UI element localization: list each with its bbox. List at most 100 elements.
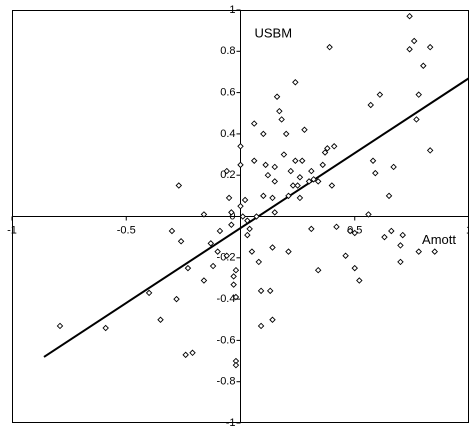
point [232,361,240,369]
point [257,322,265,330]
point [310,176,317,183]
point [301,126,308,134]
point [237,143,244,150]
x-axis-label: Amott [422,232,456,247]
point [248,248,256,255]
point [214,248,221,255]
point [289,182,297,189]
point [390,163,397,171]
point [328,182,336,189]
point [175,182,183,189]
point [431,248,438,255]
y-tick-label: 0 [229,210,235,222]
point [367,101,374,109]
point [269,194,276,202]
point [296,174,304,181]
y-tick-label: 0.6 [220,87,235,99]
point [266,287,274,295]
point [216,227,224,235]
point [333,223,340,231]
point [157,316,164,323]
y-tick-label: -1 [226,417,236,428]
point [365,211,372,218]
point [385,192,393,200]
point [253,213,260,220]
y-tick-label: -0.4 [217,293,236,305]
point [255,258,263,266]
point [273,93,281,100]
point [321,149,329,156]
point [326,43,333,51]
y-axis-label: USBM [255,25,293,40]
point [410,37,418,45]
point [372,169,379,177]
point [200,211,208,218]
x-tick-label: -1 [7,224,17,236]
point [413,116,420,123]
point [351,229,358,237]
point [415,91,422,98]
point [406,12,413,20]
point [351,264,358,272]
point [285,248,292,255]
point [426,147,434,154]
point [257,287,265,295]
point [228,221,235,228]
point [292,157,299,164]
point [189,349,196,357]
point [415,248,422,255]
point [232,266,240,274]
y-tick-label: 1 [229,4,235,16]
point [264,171,272,179]
y-tick-label: 0.4 [220,128,235,140]
point [230,273,237,280]
point [56,322,64,330]
point [269,244,276,251]
point [230,281,237,288]
point [237,202,244,210]
y-tick-label: 0.2 [220,169,235,181]
point [308,167,315,175]
point [305,178,313,185]
point [308,225,315,233]
point [250,157,258,164]
point [287,167,295,175]
point [260,130,267,138]
point [232,293,240,301]
point [223,167,231,175]
point [228,209,235,216]
point [223,252,231,259]
point [225,194,233,202]
point [184,264,192,272]
point [319,161,326,169]
point [342,252,349,259]
point [182,351,189,359]
point [145,289,153,297]
point [346,227,354,235]
point [102,324,109,332]
point [420,62,427,69]
point [241,196,249,204]
point [298,157,306,164]
point [376,91,384,98]
x-tick-label: -0.5 [117,224,136,236]
point [271,163,279,171]
point [294,182,301,189]
point [285,192,292,200]
point [271,178,279,185]
point [280,151,288,158]
point [168,227,176,235]
point [399,231,406,239]
point [269,316,276,323]
point [388,227,395,235]
point [426,43,434,51]
point [324,145,331,152]
point [296,194,304,202]
point [356,277,363,284]
point [209,262,217,270]
point [278,116,285,123]
point [262,161,269,169]
point [244,231,251,239]
